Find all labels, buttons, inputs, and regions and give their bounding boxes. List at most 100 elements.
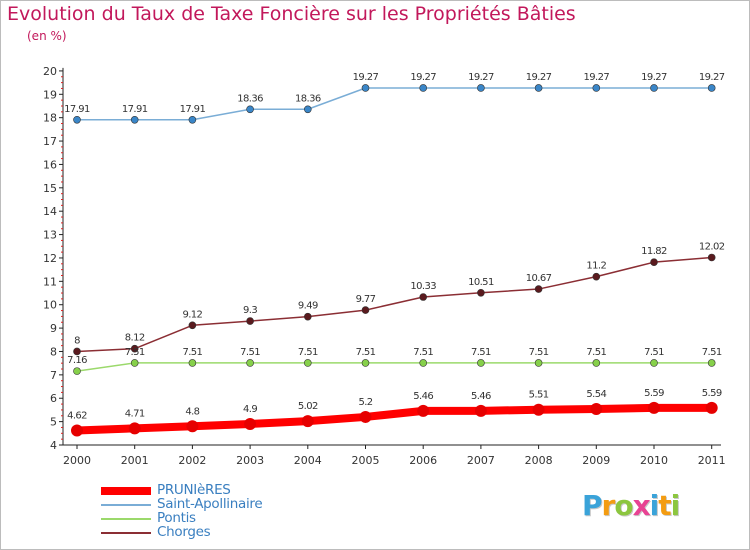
data-label: 12.02 [699,241,725,252]
data-label: 8.12 [125,333,145,344]
data-point [534,359,543,367]
legend-label-saint-apollinaire: Saint-Apollinaire [157,496,263,512]
data-point [592,272,601,281]
data-label: 19.27 [699,72,725,83]
data-point [128,422,141,435]
y-tick-label: 13 [43,229,57,242]
data-point [532,403,545,416]
y-tick-label: 6 [50,392,57,405]
data-point [303,105,312,114]
y-tick-label: 9 [50,322,57,335]
data-label: 8 [74,335,80,346]
data-point [419,359,428,367]
data-label: 7.51 [644,347,664,358]
y-tick-label: 14 [43,205,57,218]
data-label: 11.82 [641,246,667,257]
data-point [73,115,81,124]
data-label: 4.62 [67,411,87,422]
x-tick-label: 2001 [121,454,149,467]
data-point [648,401,660,414]
data-point [361,306,370,314]
data-label: 18.36 [295,93,321,104]
data-point [477,288,485,297]
chart-title: Evolution du Taux de Taxe Foncière sur l… [7,3,576,25]
data-label: 7.51 [182,347,202,358]
y-tick-label: 5 [50,416,57,429]
data-label: 17.91 [122,104,148,115]
y-tick-label: 20 [43,65,57,78]
data-label: 7.16 [67,355,87,366]
data-label: 9.49 [298,301,318,312]
data-point [361,84,370,92]
data-point [417,404,430,417]
data-point [359,410,372,423]
legend-swatch-pontis [101,518,151,520]
x-tick-label: 2004 [294,454,322,467]
y-tick-label: 7 [50,369,57,382]
data-label: 7.51 [240,347,260,358]
data-label: 17.91 [180,104,206,115]
data-label: 7.51 [356,347,376,358]
line-chart: 4 5 6 7 8 9 10 11 12 13 14 15 16 17 18 19 20 2000 2001 2002… [43,65,726,467]
data-label: 19.27 [353,72,379,83]
proxiti-logo: Proxiti [582,489,681,522]
data-label: 5.51 [529,390,549,401]
data-label: 10.67 [526,273,552,284]
data-point [130,359,139,367]
data-label: 7.51 [471,347,491,358]
data-point [246,359,254,367]
data-point [534,84,543,92]
data-label: 5.46 [413,391,433,402]
data-point [650,84,658,92]
data-label: 10.33 [410,281,436,292]
y-tick-label: 16 [43,158,57,171]
x-tick-label: 2011 [698,454,726,467]
data-point [592,359,601,367]
logo-letter: i [649,489,660,522]
x-tick-label: 2007 [467,454,495,467]
y-tick-label: 11 [43,275,57,288]
series-line [76,362,713,372]
series-line [73,403,716,435]
data-point [246,105,254,114]
x-tick-label: 2005 [352,454,380,467]
data-label: 7.51 [702,347,722,358]
data-label: 5.46 [471,391,491,402]
data-point [186,420,199,433]
data-label: 19.27 [468,72,494,83]
data-label: 19.27 [641,72,667,83]
logo-letter: o [614,489,633,522]
legend-swatch-saint-apollinaire [101,504,151,506]
data-label: 4.71 [125,408,145,419]
data-point [361,359,370,367]
x-tick-label: 2009 [582,454,610,467]
logo-letter: t [658,489,671,522]
data-point [592,84,601,92]
data-label: 11.2 [586,261,606,272]
data-point [188,359,197,367]
y-tick-label: 12 [43,252,57,265]
data-label: 9.12 [182,309,202,320]
data-point [188,115,197,124]
data-point [130,344,139,353]
data-point [705,401,718,414]
data-point [650,258,658,266]
legend-swatch-prunieres [101,487,151,495]
series-line [76,87,713,121]
x-tick-label: 2010 [640,454,668,467]
data-label: 4.8 [185,406,199,417]
data-label: 5.02 [298,401,318,412]
data-point [419,293,428,301]
data-point [303,312,312,321]
data-point [130,115,139,124]
data-point [650,359,658,367]
legend-label-pontis: Pontis [157,510,196,526]
y-tick-label: 18 [43,112,57,125]
y-tick-label: 19 [43,88,57,101]
x-tick-label: 2008 [525,454,553,467]
logo-letter: i [670,489,681,522]
data-point [244,417,257,430]
y-tick-label: 15 [43,182,57,195]
series-line [76,256,713,353]
